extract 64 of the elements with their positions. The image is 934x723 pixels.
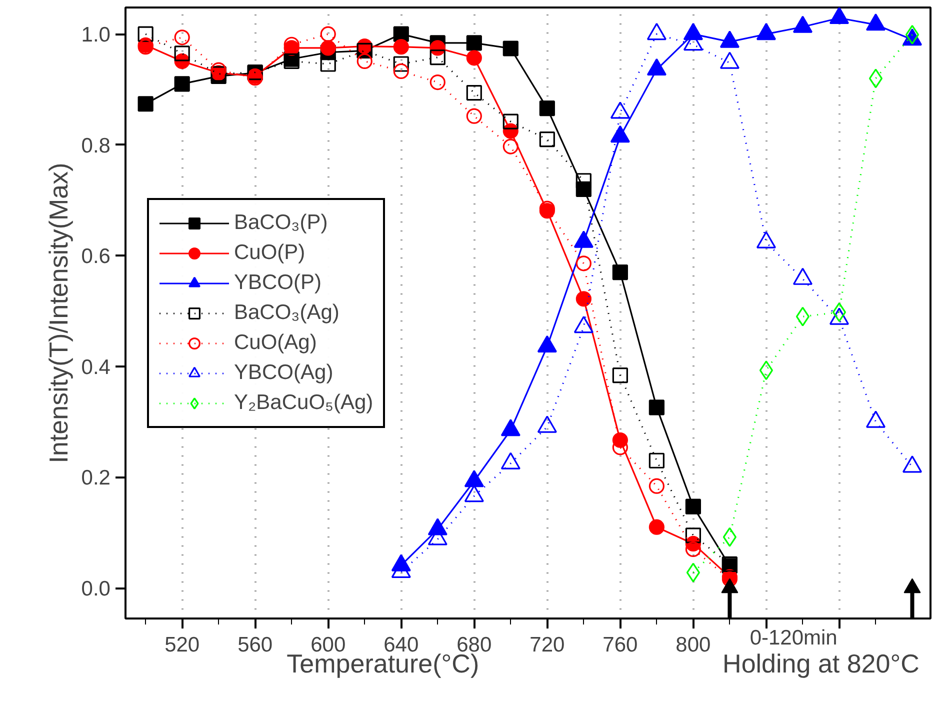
x-tick-label: 640 xyxy=(384,634,419,656)
point xyxy=(356,53,372,70)
point xyxy=(320,26,336,42)
point xyxy=(466,50,482,66)
y-tick-label: 0.2 xyxy=(81,466,111,490)
point xyxy=(174,46,190,62)
point xyxy=(320,40,336,56)
legend-label: CuO(P) xyxy=(234,240,306,266)
point xyxy=(466,35,482,51)
annotation: 0-120min xyxy=(750,626,838,650)
point xyxy=(648,519,664,535)
point xyxy=(502,138,518,154)
point xyxy=(430,50,446,66)
point xyxy=(466,108,482,124)
y-tick-label: 0.4 xyxy=(81,356,111,379)
point xyxy=(576,173,592,189)
legend-label: YBCO(P) xyxy=(234,270,322,296)
legend-label: BaCO₃(P) xyxy=(234,210,328,236)
point xyxy=(648,452,664,468)
point xyxy=(648,478,664,494)
legend-label: YBCO(Ag) xyxy=(234,360,334,386)
point xyxy=(612,264,628,280)
point xyxy=(612,368,628,384)
point xyxy=(502,114,518,130)
point xyxy=(174,76,190,92)
x-tick-label: 760 xyxy=(602,634,638,656)
point xyxy=(576,291,592,307)
point xyxy=(430,74,446,90)
x-tick-label: 800 xyxy=(676,634,711,656)
point xyxy=(138,26,154,42)
point xyxy=(648,400,664,416)
point xyxy=(722,527,737,547)
x-tick-label: 560 xyxy=(238,634,273,656)
x-tick-label: 720 xyxy=(530,634,565,656)
point xyxy=(138,96,154,112)
point xyxy=(685,528,701,544)
legend-label: CuO(Ag) xyxy=(234,330,317,356)
point xyxy=(320,56,336,72)
point xyxy=(174,30,190,46)
point xyxy=(576,256,592,272)
x-tick-label: 520 xyxy=(164,634,200,656)
point xyxy=(466,85,482,101)
point xyxy=(905,24,920,44)
point xyxy=(868,68,883,88)
y-tick-label: 0.8 xyxy=(81,134,111,158)
point xyxy=(539,132,555,148)
point xyxy=(685,498,701,514)
point xyxy=(393,56,409,72)
point xyxy=(393,39,409,55)
legend-label: BaCO₃(Ag) xyxy=(234,300,340,326)
point xyxy=(796,306,810,326)
point xyxy=(759,360,774,380)
y-tick-label: 0.6 xyxy=(81,245,111,268)
point xyxy=(502,40,518,56)
point xyxy=(686,562,700,582)
text: Holding at 820°C xyxy=(722,648,920,678)
point xyxy=(539,100,555,116)
point xyxy=(393,63,409,79)
point xyxy=(685,541,701,558)
point xyxy=(832,302,846,322)
y-tick-label: 0.0 xyxy=(81,578,111,601)
y-tick-label: 1.0 xyxy=(81,24,111,47)
legend-label: Y₂BaCuO₅(Ag) xyxy=(234,390,374,416)
y-axis-title: Intensity(T)/Intensity(Max) xyxy=(43,162,74,464)
